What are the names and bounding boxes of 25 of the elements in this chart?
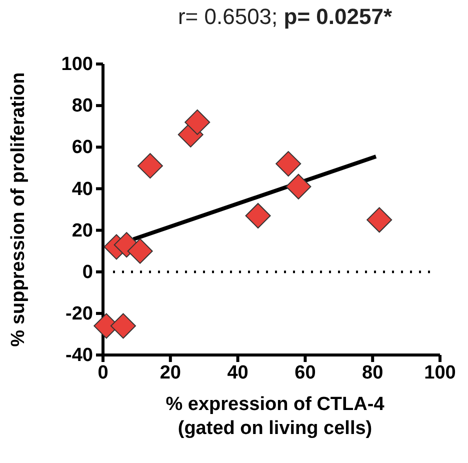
point <box>110 313 136 339</box>
chart-title: r= 0.6503; p= 0.0257* <box>178 4 392 29</box>
x-tick-label: 20 <box>160 362 181 384</box>
point <box>276 151 302 177</box>
y-tick-label: 80 <box>72 96 93 117</box>
point <box>366 207 392 233</box>
x-tick-label: 0 <box>98 362 108 384</box>
y-tick-label: -40 <box>66 345 93 366</box>
x-tick-label: 100 <box>424 362 456 384</box>
y-tick-label: 0 <box>82 262 93 283</box>
point <box>137 153 163 179</box>
point <box>127 238 153 264</box>
point <box>245 202 271 228</box>
point <box>184 109 210 135</box>
y-tick-label: 20 <box>72 220 93 242</box>
x-tick-label: 80 <box>362 362 384 384</box>
y-tick-label: 40 <box>72 178 93 200</box>
y-tick-label: 100 <box>61 54 93 76</box>
y-axis-title: % suppression of proliferation <box>8 72 29 347</box>
x-axis-title: % expression of CTLA-4 (gated on living cells) <box>166 394 385 439</box>
x-tick-label: 60 <box>294 362 316 384</box>
y-tick-label: -20 <box>66 304 93 325</box>
x-tick-label: 40 <box>227 362 248 384</box>
y-tick-label: 60 <box>72 137 93 158</box>
point <box>286 174 312 200</box>
